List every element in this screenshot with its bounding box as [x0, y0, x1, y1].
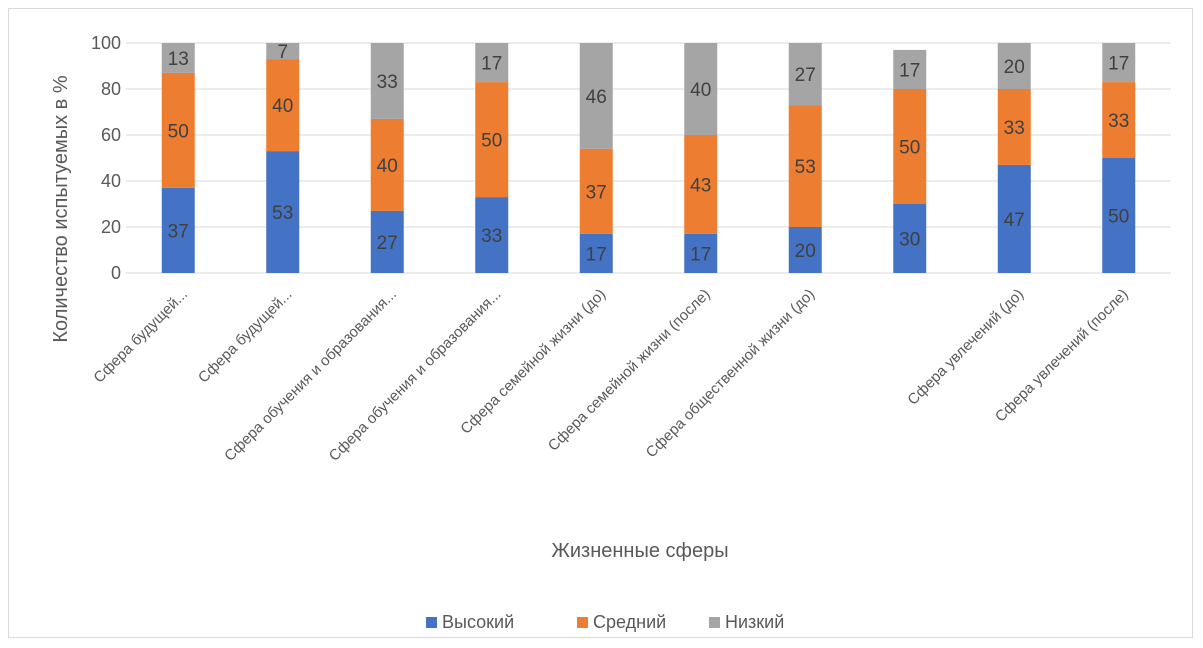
bar-segment [161, 72, 195, 188]
data-label: 43 [690, 175, 711, 196]
bar-segment [266, 59, 300, 152]
bar-segment [997, 89, 1031, 165]
y-axis-title: Количество испытуемых в % [50, 75, 72, 342]
bar-segment [893, 49, 927, 89]
bar-segment [266, 43, 300, 60]
data-label: 40 [377, 156, 398, 177]
data-label: 37 [168, 221, 189, 242]
bar-segment [997, 164, 1031, 273]
legend-swatch [426, 617, 437, 628]
y-tick-label: 60 [101, 125, 121, 145]
bar-segment [997, 43, 1031, 89]
data-label: 46 [586, 87, 607, 108]
data-label: 20 [795, 241, 816, 262]
data-label: 17 [899, 60, 920, 81]
data-label: 17 [481, 54, 502, 75]
y-tick-label: 80 [101, 79, 121, 99]
x-category-label: Сфера обучения и образования... [221, 286, 400, 465]
data-label: 33 [1108, 111, 1129, 132]
bar-segment [788, 43, 822, 106]
bar-segment [684, 135, 718, 234]
chart-area: 37 50 13 53 40 7 27 40 33 33 50 17 17 37 46 17 43 40 20 53 2… [8, 8, 1193, 638]
bar-segment [579, 233, 613, 273]
data-label: 20 [1004, 57, 1025, 78]
data-label: 27 [795, 65, 816, 86]
y-axis-ticks: 0 20 40 60 80 100 [91, 33, 121, 283]
data-label: 50 [168, 121, 189, 142]
bars [161, 43, 1136, 273]
y-tick-label: 40 [101, 171, 121, 191]
bar-segment [893, 204, 927, 273]
stacked-bar-chart: 37 50 13 53 40 7 27 40 33 33 50 17 17 37 46 17 43 40 20 53 2… [50, 33, 1171, 632]
data-label: 37 [586, 182, 607, 203]
bar-segment [161, 43, 195, 73]
bar-segment [579, 43, 613, 149]
bar-segment [161, 187, 195, 273]
legend-swatch [709, 617, 720, 628]
y-tick-label: 0 [111, 263, 121, 283]
bar-segment [1102, 43, 1136, 83]
data-label: 17 [586, 244, 607, 265]
bar-segment [788, 105, 822, 227]
data-label: 50 [481, 131, 502, 152]
data-label: 7 [277, 42, 288, 63]
data-label: 50 [899, 138, 920, 159]
bar-segment [1102, 158, 1136, 273]
bar-segment [475, 43, 509, 83]
bar-segment [579, 148, 613, 234]
bar-segment [370, 43, 404, 119]
bar-segment [893, 89, 927, 204]
x-category-label: Сфера обучения и образования... [326, 286, 505, 465]
legend: Высокий Средний Низкий [426, 612, 784, 632]
y-tick-label: 100 [91, 33, 121, 53]
bar-segment [684, 43, 718, 135]
data-label: 53 [795, 157, 816, 178]
data-label: 40 [690, 80, 711, 101]
bar-segment [370, 118, 404, 211]
data-label: 33 [377, 72, 398, 93]
bar-segment [475, 82, 509, 198]
bar-segment [684, 233, 718, 273]
data-label: 13 [168, 49, 189, 70]
data-label: 50 [1108, 207, 1129, 228]
x-category-label: Сфера будущей... [195, 286, 296, 387]
x-category-label: Сфера общественной жизни (до) [643, 286, 818, 461]
data-label: 33 [481, 226, 502, 247]
y-tick-label: 20 [101, 217, 121, 237]
x-category-label: Сфера будущей... [90, 286, 191, 387]
data-label: 53 [272, 203, 293, 224]
bar-segment [370, 210, 404, 273]
bar-segment [788, 227, 822, 273]
x-category-label: Сфера семейной жизни (после) [545, 286, 714, 455]
data-label: 40 [272, 96, 293, 117]
legend-label: Низкий [725, 612, 784, 632]
legend-label: Высокий [442, 612, 514, 632]
legend-swatch [577, 617, 588, 628]
data-labels: 37 50 13 53 40 7 27 40 33 33 50 17 17 37 46 17 43 40 20 53 2… [168, 42, 1130, 265]
legend-label: Средний [593, 612, 666, 632]
bar-segment [475, 197, 509, 273]
data-label: 30 [899, 230, 920, 251]
bar-segment [1102, 82, 1136, 158]
data-label: 27 [377, 233, 398, 254]
bar-segment [266, 151, 300, 273]
data-label: 47 [1004, 210, 1025, 231]
x-axis-categories: Сфера будущей... Сфера будущей...Сфера об… [90, 286, 1131, 465]
x-category-label: Сфера увлечений (до) [904, 286, 1027, 409]
data-label: 33 [1004, 118, 1025, 139]
data-label: 17 [690, 244, 711, 265]
x-axis-title: Жизненные сферы [551, 540, 728, 562]
gridlines [126, 42, 1171, 274]
data-label: 17 [1108, 54, 1129, 75]
